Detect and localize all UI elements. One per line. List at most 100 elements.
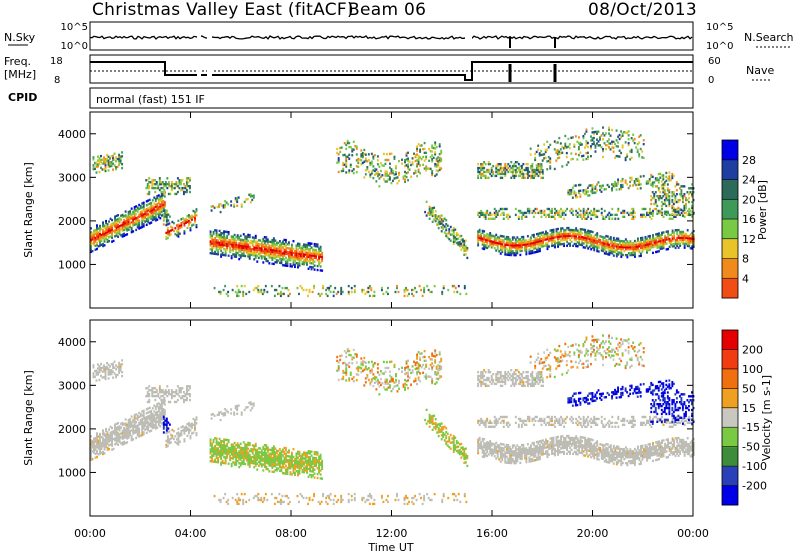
power-cell <box>232 239 235 242</box>
power-cell <box>90 250 92 254</box>
power-cell <box>124 224 127 227</box>
power-cell <box>614 184 617 188</box>
power-cell <box>646 213 648 217</box>
power-cell <box>642 174 645 178</box>
power-cell <box>163 184 166 188</box>
velocity-cell <box>260 463 263 466</box>
power-cell <box>343 141 346 145</box>
power-cell <box>535 250 538 253</box>
power-cell <box>523 243 526 246</box>
power-cell <box>303 259 305 262</box>
power-cell <box>656 194 659 198</box>
velocity-cell <box>154 413 157 416</box>
power-cell <box>686 236 689 240</box>
velocity-cell <box>96 438 98 441</box>
power-cell <box>537 162 540 166</box>
power-cell <box>597 181 600 184</box>
power-cell <box>369 161 372 165</box>
power-cell <box>209 248 212 251</box>
power-cell <box>281 292 284 296</box>
power-cell <box>306 243 308 247</box>
power-cell <box>222 206 225 209</box>
power-cell <box>510 242 513 245</box>
power-cell <box>269 248 272 251</box>
power-cell <box>435 159 438 162</box>
power-cell <box>260 243 263 246</box>
power-cell <box>221 239 224 243</box>
power-cell <box>582 242 585 245</box>
power-cell <box>226 240 229 243</box>
power-cell <box>109 217 112 221</box>
power-cell <box>585 217 588 220</box>
velocity-cell <box>138 415 141 419</box>
power-cell <box>437 160 440 163</box>
power-cell <box>337 161 340 164</box>
velocity-cell <box>138 411 141 415</box>
power-cell <box>561 227 564 230</box>
power-cell <box>532 241 535 244</box>
power-cell <box>635 146 638 149</box>
velocity-cell <box>141 431 144 435</box>
velocity-cell <box>177 433 180 436</box>
velocity-cell <box>114 423 117 426</box>
velocity-cell <box>159 413 162 416</box>
power-cell <box>514 244 517 247</box>
velocity-cell <box>150 421 153 424</box>
power-cell <box>621 215 624 219</box>
power-cell <box>181 179 184 182</box>
power-cell <box>478 230 481 234</box>
power-cell <box>617 247 620 250</box>
velocity-cell <box>244 456 247 460</box>
power-cell <box>507 217 510 220</box>
velocity-cell <box>160 422 163 425</box>
power-cell <box>452 232 455 236</box>
velocity-cell <box>238 454 241 457</box>
power-cell <box>656 246 659 249</box>
power-cell <box>477 236 480 239</box>
power-cell <box>310 267 313 271</box>
power-cell <box>253 250 256 253</box>
power-cell <box>124 222 127 225</box>
power-cell <box>423 167 426 170</box>
power-cell <box>582 189 585 192</box>
power-cell <box>615 245 618 248</box>
power-cell <box>687 193 690 196</box>
power-cell <box>230 254 233 258</box>
power-cell <box>540 167 543 170</box>
power-cell <box>624 242 627 245</box>
power-cell <box>159 197 162 200</box>
power-cell <box>558 215 561 219</box>
power-cell <box>508 251 511 255</box>
power-cell <box>658 244 660 247</box>
power-cell <box>248 257 251 260</box>
power-cell <box>417 170 420 173</box>
power-cell <box>212 205 215 208</box>
power-cell <box>160 206 163 209</box>
power-cell <box>438 152 441 156</box>
power-cell <box>681 194 684 198</box>
velocity-cell <box>180 433 183 437</box>
power-cell <box>126 223 129 226</box>
velocity-cell <box>159 403 162 406</box>
power-cell <box>464 249 467 252</box>
power-cell <box>286 258 289 262</box>
power-cell <box>585 157 588 161</box>
power-cell <box>294 257 296 261</box>
power-cell <box>118 163 121 166</box>
power-cell <box>417 162 420 166</box>
power-cell <box>543 143 546 146</box>
power-cell <box>645 180 648 183</box>
power-cell <box>104 165 107 169</box>
power-cell <box>484 162 487 166</box>
power-cell <box>612 242 615 246</box>
power-cell <box>145 209 148 213</box>
velocity-cell <box>102 431 104 434</box>
power-cell <box>538 238 541 241</box>
velocity-cell <box>274 469 277 472</box>
power-cell <box>277 241 280 245</box>
power-cell <box>452 228 455 232</box>
power-cell <box>531 239 534 243</box>
power-cell <box>584 232 587 236</box>
power-cell <box>357 161 360 165</box>
power-cell <box>266 238 269 241</box>
